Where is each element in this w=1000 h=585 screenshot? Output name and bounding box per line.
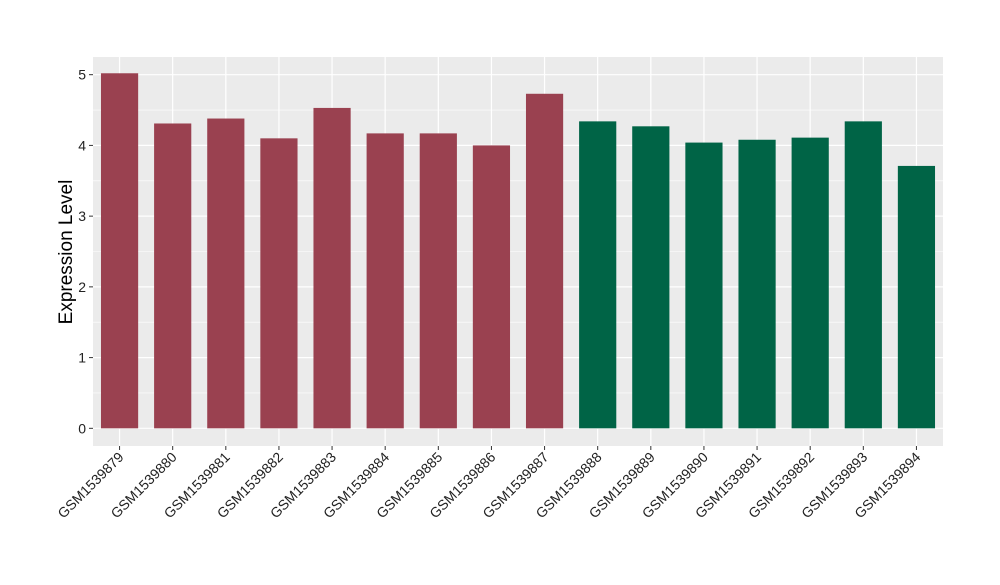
y-axis-label: Expression Level [56,180,77,325]
bar-GSM1539883 [313,107,351,429]
bar-GSM1539879 [100,73,139,429]
bar-GSM1539884 [366,133,404,429]
y-tick-label: 3 [78,208,86,224]
bar-GSM1539892 [791,137,829,429]
bar-GSM1539880 [154,123,192,429]
bar-GSM1539882 [260,138,298,429]
bar-GSM1539894 [897,165,936,429]
bar-GSM1539885 [419,133,457,429]
bar-GSM1539888 [579,121,617,429]
bar-GSM1539891 [738,139,776,429]
y-tick-label: 5 [78,67,86,83]
bar-GSM1539886 [472,145,511,429]
y-tick-label: 1 [78,350,86,366]
bar-GSM1539887 [525,93,564,429]
bar-GSM1539893 [844,121,882,429]
y-tick-label: 2 [78,279,86,295]
y-tick-label: 0 [78,420,86,436]
x-axis: GSM1539879GSM1539880GSM1539881GSM1539882… [54,446,924,521]
bar-GSM1539890 [685,142,723,429]
bar-GSM1539881 [207,118,245,429]
bars [100,73,936,429]
y-axis: 0 1 2 3 4 5 [78,67,93,436]
y-tick-label: 4 [78,137,86,153]
bar-GSM1539889 [632,126,670,429]
